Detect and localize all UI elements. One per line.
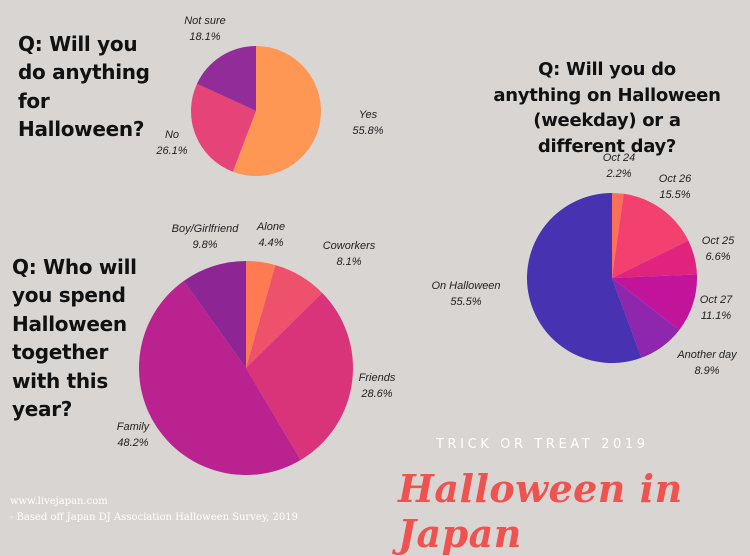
- slice-value-another-day: 8.9%: [694, 365, 719, 377]
- pie-slice-another-day: [612, 278, 680, 358]
- source-note: - Based off Japan DJ Association Hallowe…: [10, 512, 298, 523]
- chart3-title: Q: Who will you spend Halloween together…: [12, 255, 137, 421]
- slice-label-friends: Friends: [359, 372, 396, 384]
- pie-slice-oct-25: [612, 240, 697, 278]
- pie-slice-no: [190, 83, 256, 172]
- pie-slice-yes: [232, 46, 322, 176]
- pie-slice-not-sure: [197, 46, 256, 111]
- pie-slice-alone: [246, 261, 276, 368]
- slice-label-oct-24: Oct 24: [603, 152, 635, 164]
- pie-chart-who-with: Alone 4.4% Coworkers 8.1% Friends 28.6% Family…: [117, 221, 396, 476]
- chart2-title: Q: Will you do anything on Halloween (we…: [493, 59, 721, 157]
- pie-slice-oct-27: [612, 274, 698, 330]
- slice-value-boy-girlfriend: 9.8%: [192, 239, 217, 251]
- slice-value-not-sure: 18.1%: [189, 31, 220, 43]
- slice-value-oct-24: 2.2%: [605, 168, 631, 180]
- pie-slice-oct-24: [612, 193, 624, 278]
- pie-slice-boy-girlfriend: [183, 261, 246, 368]
- slice-value-yes: 55.8%: [352, 125, 383, 137]
- pie-slice-family: [138, 281, 301, 476]
- pie-slice-on-halloween: [526, 192, 642, 363]
- slice-label-yes: Yes: [359, 109, 378, 121]
- slice-value-on-halloween: 55.5%: [450, 296, 481, 308]
- slice-value-family: 48.2%: [117, 437, 148, 449]
- slice-value-friends: 28.6%: [360, 388, 392, 400]
- slice-value-oct-26: 15.5%: [659, 189, 690, 201]
- slice-value-coworkers: 8.1%: [336, 256, 361, 268]
- slice-value-no: 26.1%: [155, 145, 187, 157]
- slice-value-oct-27: 11.1%: [701, 310, 732, 322]
- slice-label-coworkers: Coworkers: [323, 240, 376, 252]
- pie-chart-anything-for-halloween: Yes 55.8% No 26.1% Not sure 18.1%: [155, 15, 384, 176]
- pie-chart-weekday-or-different-day: Oct 24 2.2% Oct 26 15.5% Oct 25 6.6% Oct 27 11.…: [431, 152, 738, 377]
- pie-slice-coworkers: [246, 265, 323, 368]
- slice-label-oct-26: Oct 26: [659, 173, 692, 185]
- tagline: TRICK OR TREAT 2019: [436, 437, 649, 452]
- slice-value-oct-25: 6.6%: [705, 251, 730, 263]
- slice-label-alone: Alone: [256, 221, 285, 233]
- slice-label-oct-27: Oct 27: [700, 294, 733, 306]
- slice-value-alone: 4.4%: [258, 237, 283, 249]
- headline: Halloween in Japan: [398, 466, 683, 556]
- chart1-title: Q: Will you do anything for Halloween?: [18, 32, 150, 142]
- slice-label-not-sure: Not sure: [184, 15, 226, 27]
- slice-label-boy-girlfriend: Boy/Girlfriend: [172, 223, 240, 235]
- slice-label-family: Family: [117, 421, 151, 433]
- slice-label-oct-25: Oct 25: [702, 235, 735, 247]
- slice-label-another-day: Another day: [676, 349, 738, 361]
- slice-label-no: No: [165, 129, 179, 141]
- slice-label-on-halloween: On Halloween: [431, 280, 500, 292]
- pie-slice-friends: [246, 292, 354, 461]
- site-url: www.livejapan.com: [10, 496, 108, 507]
- pie-slice-oct-26: [612, 193, 689, 278]
